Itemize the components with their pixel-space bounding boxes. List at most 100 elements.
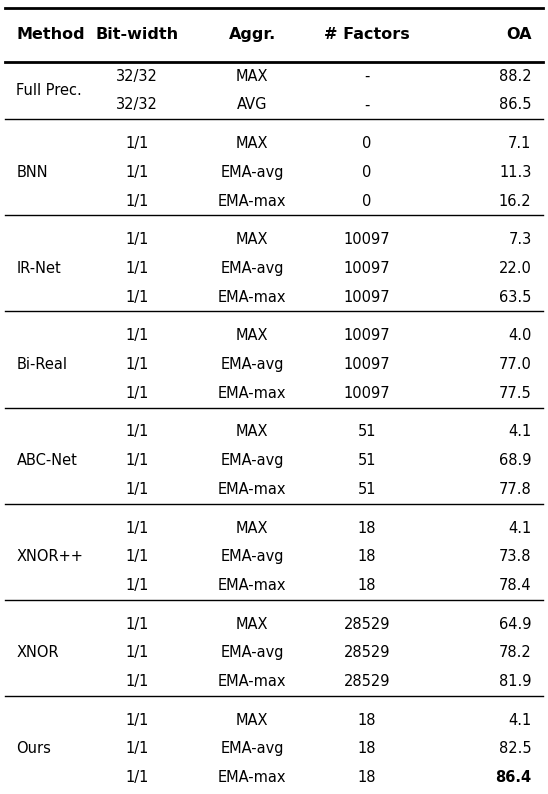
Text: 77.5: 77.5 <box>499 386 532 401</box>
Text: 1/1: 1/1 <box>125 233 149 247</box>
Text: MAX: MAX <box>236 137 269 151</box>
Text: 51: 51 <box>358 453 376 468</box>
Text: 4.1: 4.1 <box>509 521 532 535</box>
Text: 1/1: 1/1 <box>125 357 149 372</box>
Text: MAX: MAX <box>236 521 269 535</box>
Text: EMA-avg: EMA-avg <box>220 549 284 565</box>
Text: 11.3: 11.3 <box>499 165 532 180</box>
Text: Ours: Ours <box>16 742 52 757</box>
Text: EMA-max: EMA-max <box>218 578 287 593</box>
Text: 32/32: 32/32 <box>116 98 158 113</box>
Text: 7.1: 7.1 <box>508 137 532 151</box>
Text: BNN: BNN <box>16 165 48 180</box>
Text: 1/1: 1/1 <box>125 261 149 276</box>
Text: Method: Method <box>16 28 85 42</box>
Text: 10097: 10097 <box>344 357 391 372</box>
Text: MAX: MAX <box>236 425 269 439</box>
Text: XNOR++: XNOR++ <box>16 549 83 565</box>
Text: EMA-avg: EMA-avg <box>220 357 284 372</box>
Text: 81.9: 81.9 <box>499 674 532 689</box>
Text: 16.2: 16.2 <box>499 194 532 209</box>
Text: 1/1: 1/1 <box>125 617 149 631</box>
Text: 1/1: 1/1 <box>125 674 149 689</box>
Text: 68.9: 68.9 <box>499 453 532 468</box>
Text: 10097: 10097 <box>344 329 391 343</box>
Text: 1/1: 1/1 <box>125 137 149 151</box>
Text: 4.1: 4.1 <box>509 713 532 727</box>
Text: EMA-avg: EMA-avg <box>220 261 284 276</box>
Text: 86.4: 86.4 <box>495 770 532 785</box>
Text: 63.5: 63.5 <box>499 290 532 305</box>
Text: EMA-max: EMA-max <box>218 194 287 209</box>
Text: 86.5: 86.5 <box>499 98 532 113</box>
Text: 28529: 28529 <box>344 674 390 689</box>
Text: 28529: 28529 <box>344 646 390 661</box>
Text: EMA-avg: EMA-avg <box>220 742 284 757</box>
Text: 1/1: 1/1 <box>125 549 149 565</box>
Text: ABC-Net: ABC-Net <box>16 453 77 468</box>
Text: XNOR: XNOR <box>16 646 59 661</box>
Text: IR-Net: IR-Net <box>16 261 61 276</box>
Text: 18: 18 <box>358 578 376 593</box>
Text: 1/1: 1/1 <box>125 425 149 439</box>
Text: 82.5: 82.5 <box>499 742 532 757</box>
Text: 64.9: 64.9 <box>499 617 532 631</box>
Text: EMA-avg: EMA-avg <box>220 453 284 468</box>
Text: 4.1: 4.1 <box>509 425 532 439</box>
Text: MAX: MAX <box>236 233 269 247</box>
Text: EMA-max: EMA-max <box>218 482 287 497</box>
Text: 78.4: 78.4 <box>499 578 532 593</box>
Text: MAX: MAX <box>236 713 269 727</box>
Text: MAX: MAX <box>236 329 269 343</box>
Text: 0: 0 <box>362 137 372 151</box>
Text: 1/1: 1/1 <box>125 521 149 535</box>
Text: EMA-avg: EMA-avg <box>220 165 284 180</box>
Text: 1/1: 1/1 <box>125 742 149 757</box>
Text: -: - <box>364 69 370 84</box>
Text: 10097: 10097 <box>344 290 391 305</box>
Text: 1/1: 1/1 <box>125 165 149 180</box>
Text: 1/1: 1/1 <box>125 646 149 661</box>
Text: 51: 51 <box>358 425 376 439</box>
Text: 1/1: 1/1 <box>125 770 149 785</box>
Text: AVG: AVG <box>237 98 267 113</box>
Text: 7.3: 7.3 <box>509 233 532 247</box>
Text: 88.2: 88.2 <box>499 69 532 84</box>
Text: 1/1: 1/1 <box>125 713 149 727</box>
Text: 1/1: 1/1 <box>125 290 149 305</box>
Text: 18: 18 <box>358 521 376 535</box>
Text: 10097: 10097 <box>344 261 391 276</box>
Text: 18: 18 <box>358 713 376 727</box>
Text: 1/1: 1/1 <box>125 386 149 401</box>
Text: 1/1: 1/1 <box>125 578 149 593</box>
Text: MAX: MAX <box>236 69 269 84</box>
Text: EMA-max: EMA-max <box>218 770 287 785</box>
Text: 4.0: 4.0 <box>508 329 532 343</box>
Text: MAX: MAX <box>236 617 269 631</box>
Text: 22.0: 22.0 <box>499 261 532 276</box>
Text: 1/1: 1/1 <box>125 453 149 468</box>
Text: 28529: 28529 <box>344 617 390 631</box>
Text: EMA-max: EMA-max <box>218 674 287 689</box>
Text: 18: 18 <box>358 770 376 785</box>
Text: 18: 18 <box>358 549 376 565</box>
Text: 32/32: 32/32 <box>116 69 158 84</box>
Text: Aggr.: Aggr. <box>229 28 276 42</box>
Text: 0: 0 <box>362 165 372 180</box>
Text: 77.0: 77.0 <box>499 357 532 372</box>
Text: 73.8: 73.8 <box>499 549 532 565</box>
Text: EMA-max: EMA-max <box>218 290 287 305</box>
Text: OA: OA <box>506 28 532 42</box>
Text: 51: 51 <box>358 482 376 497</box>
Text: Full Prec.: Full Prec. <box>16 83 82 98</box>
Text: # Factors: # Factors <box>324 28 410 42</box>
Text: 1/1: 1/1 <box>125 194 149 209</box>
Text: Bi-Real: Bi-Real <box>16 357 67 372</box>
Text: 0: 0 <box>362 194 372 209</box>
Text: -: - <box>364 98 370 113</box>
Text: 1/1: 1/1 <box>125 482 149 497</box>
Text: 10097: 10097 <box>344 386 391 401</box>
Text: 1/1: 1/1 <box>125 329 149 343</box>
Text: 78.2: 78.2 <box>499 646 532 661</box>
Text: Bit-width: Bit-width <box>95 28 179 42</box>
